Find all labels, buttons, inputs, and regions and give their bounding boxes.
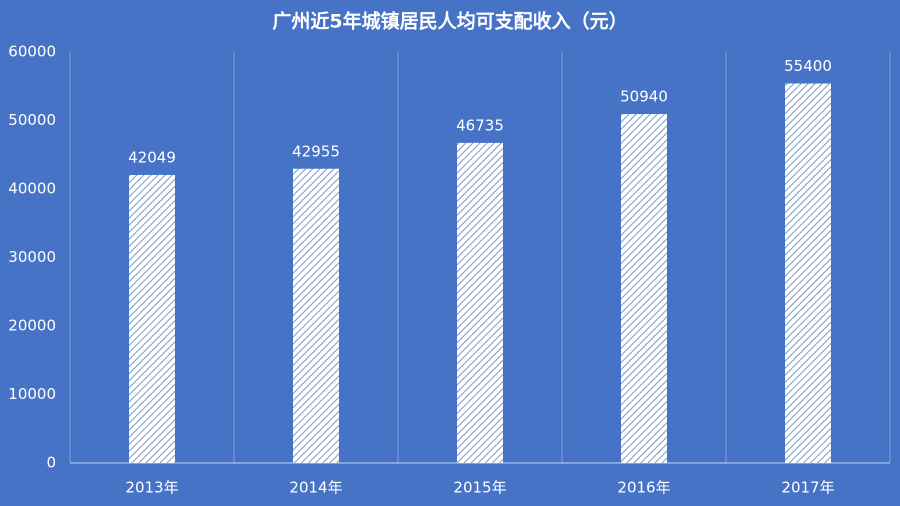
y-tick-label: 40000	[8, 180, 56, 198]
bar	[457, 142, 503, 464]
bar	[785, 83, 831, 463]
bar	[129, 174, 175, 463]
chart-title: 广州近5年城镇居民人均可支配收入（元）	[272, 10, 627, 33]
x-tick-label: 2014年	[289, 479, 342, 497]
y-tick-label: 0	[46, 454, 56, 472]
bar	[621, 114, 667, 463]
value-label: 42955	[292, 142, 340, 160]
x-tick-label: 2013年	[125, 479, 178, 497]
y-tick-label: 30000	[8, 248, 56, 266]
bar	[293, 168, 339, 464]
x-tick-label: 2017年	[781, 479, 834, 497]
x-tick-label: 2016年	[617, 479, 670, 497]
y-tick-label: 10000	[8, 385, 56, 403]
value-label: 42049	[128, 148, 176, 166]
y-tick-label: 60000	[8, 43, 56, 61]
x-tick-label: 2015年	[453, 479, 506, 497]
value-label: 46735	[456, 116, 504, 134]
y-tick-label: 50000	[8, 111, 56, 129]
y-tick-label: 20000	[8, 317, 56, 335]
value-label: 55400	[784, 57, 832, 75]
value-label: 50940	[620, 88, 668, 106]
